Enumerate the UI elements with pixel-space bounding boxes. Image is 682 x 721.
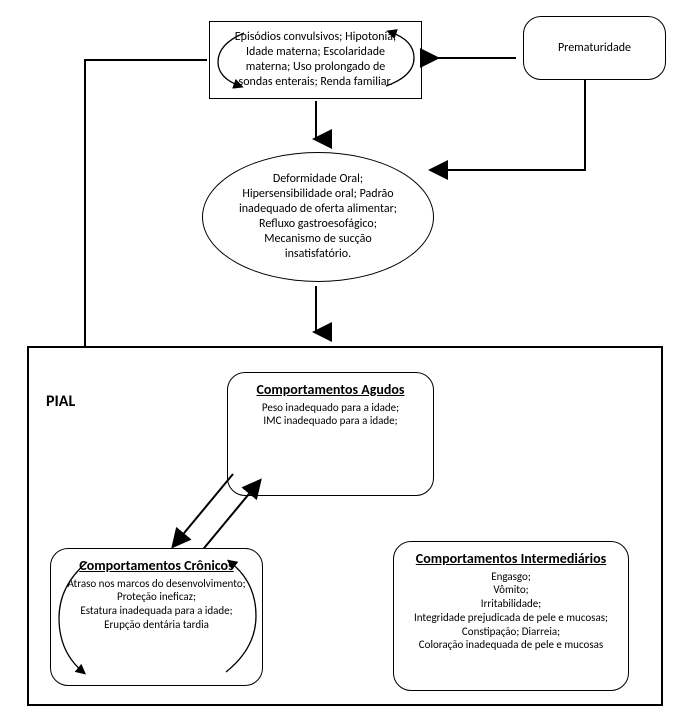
cronicos-title-text: Comportamentos Crônicos [79,557,233,574]
intermediarios-title-text: Comportamentos Intermediários [416,550,606,567]
pial-label: PIAL [46,392,75,411]
cronicos-curve-right [218,556,260,678]
riskfactors-curve-left [214,28,254,90]
intermediarios-box: Comportamentos Intermediários Engasgo; V… [393,541,629,691]
agudos-title-text: Comportamentos Agudos [256,381,404,398]
arrow-risk-to-mech [306,99,326,149]
mechanisms-text: Deformidade Oral; Hipersensibilidade ora… [233,172,403,262]
mechanisms-ellipse: Deformidade Oral; Hipersensibilidade ora… [202,152,434,282]
agudos-text: Peso inadequado para a idade; IMC inadeq… [238,401,423,429]
intermediarios-text: Engasgo; Vômito; Irritabilidade; Integri… [404,570,618,653]
intermediarios-title: Comportamentos Intermediários [404,550,618,568]
riskfactors-curve-right [378,28,418,90]
arrow-mech-to-pial [306,284,326,344]
arrow-premat-to-mech [420,80,600,200]
agudos-title: Comportamentos Agudos [238,381,423,399]
cronicos-curve-left [55,556,97,678]
arrow-risk-L-to-pial [75,52,215,382]
arrow-premat-to-risk [428,48,522,68]
riskfactors-text: Episódios convulsivos; Hipotonia; Idade … [228,30,403,90]
prematuridade-text: Prematuridade [558,41,631,56]
prematuridade-box: Prematuridade [523,16,666,80]
